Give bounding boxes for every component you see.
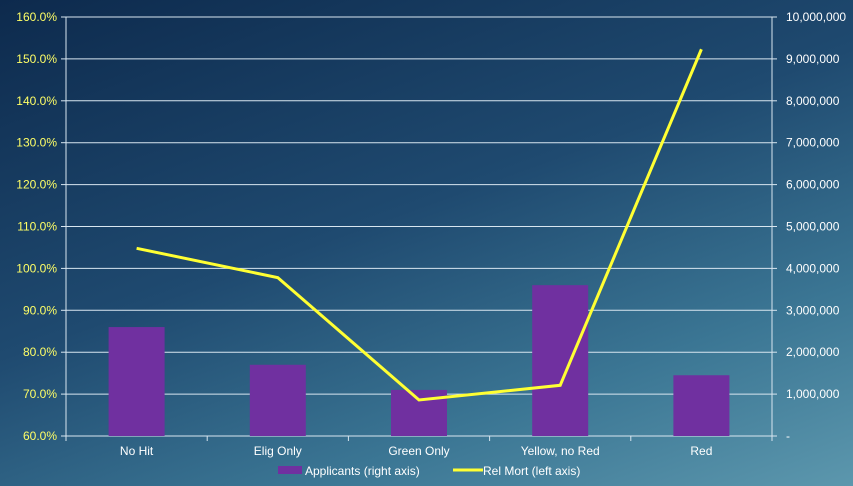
x-axis-tick-label: No Hit [120,444,154,458]
right-axis-tick-label: 8,000,000 [786,94,840,108]
right-axis-tick-label: 2,000,000 [786,345,840,359]
right-axis-tick-label: 4,000,000 [786,261,840,275]
right-axis-tick-label: 3,000,000 [786,303,840,317]
left-axis-tick-label: 150.0% [16,52,57,66]
left-axis-tick-label: 100.0% [16,261,57,275]
left-axis-tick-label: 70.0% [23,387,57,401]
bar [532,285,589,436]
right-axis-tick-label: 10,000,000 [786,10,846,24]
left-axis-tick-label: 90.0% [23,303,57,317]
left-axis-tick-label: 120.0% [16,178,57,192]
right-axis-tick-label: 7,000,000 [786,136,840,150]
rel-mort-line [136,48,703,402]
bar [673,375,730,436]
left-axis-tick-label: 60.0% [23,429,57,443]
legend-label-applicants: Applicants (right axis) [305,464,420,478]
right-axis-tick-label: 1,000,000 [786,387,840,401]
x-axis-tick-label: Elig Only [254,444,302,458]
left-axis-tick-label: 130.0% [16,136,57,150]
bar [108,327,165,436]
x-axis-tick-label: Red [690,444,712,458]
left-axis-tick-label: 140.0% [16,94,57,108]
x-axis-tick-label: Yellow, no Red [521,444,600,458]
right-axis-tick-label: 6,000,000 [786,178,840,192]
right-axis-tick-label: 9,000,000 [786,52,840,66]
legend-swatch-applicants [278,466,302,474]
right-axis-tick-label: 5,000,000 [786,220,840,234]
right-axis-tick-label: - [786,429,790,443]
x-axis-tick-label: Green Only [388,444,449,458]
left-axis-tick-label: 80.0% [23,345,57,359]
legend-label-rel-mort: Rel Mort (left axis) [483,464,580,478]
left-axis-tick-label: 160.0% [16,10,57,24]
left-axis-tick-label: 110.0% [17,220,57,234]
bar [249,364,306,436]
